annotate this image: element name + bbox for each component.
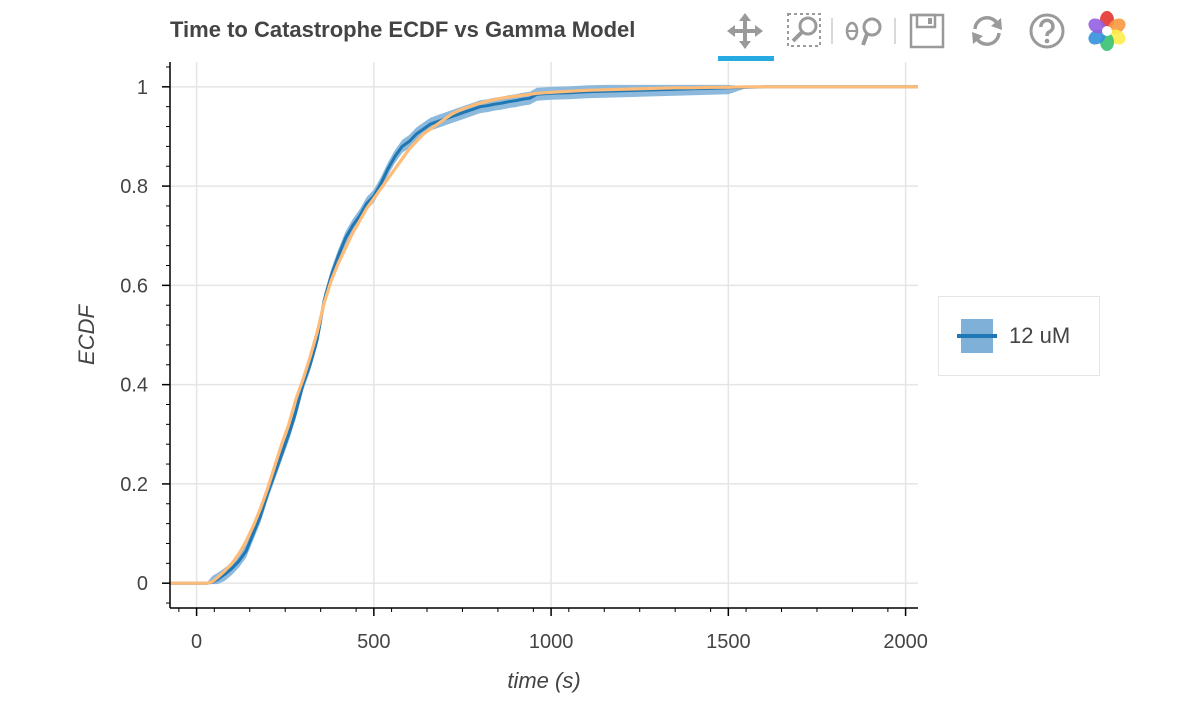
bokeh-logo[interactable] — [1084, 8, 1130, 54]
x-tick-label: 2000 — [883, 631, 928, 653]
plot-area[interactable] — [170, 62, 918, 608]
y-axis-label: ECDF — [74, 303, 99, 364]
help-tool[interactable] — [1024, 8, 1070, 54]
pan-icon — [727, 13, 763, 49]
x-tick-label: 1500 — [706, 631, 751, 653]
wheel-zoom-icon — [845, 17, 882, 46]
save-icon — [909, 13, 945, 49]
legend[interactable]: 12 uM — [938, 296, 1100, 376]
legend-glyph — [957, 319, 997, 353]
x-tick-label: 500 — [357, 631, 390, 653]
x-axis-label: time (s) — [507, 668, 580, 693]
toolbar — [718, 8, 1138, 61]
y-tick-label: 0 — [137, 573, 148, 595]
wheel-zoom-tool[interactable] — [842, 8, 888, 54]
x-tick-label: 1000 — [529, 631, 574, 653]
bokeh-logo-icon — [1088, 11, 1126, 51]
toolbar-separator — [831, 18, 833, 44]
y-tick-label: 0.4 — [120, 375, 148, 397]
save-tool[interactable] — [904, 8, 950, 54]
series-lines — [170, 85, 918, 585]
help-icon — [1029, 13, 1065, 49]
pan-tool-active-indicator — [718, 56, 774, 61]
y-tick-label: 0.6 — [120, 275, 148, 297]
legend-label: 12 uM — [1009, 323, 1071, 348]
chart-title: Time to Catastrophe ECDF vs Gamma Model — [170, 17, 635, 42]
y-ticks: 0 0.2 0.4 0.6 0.8 1 — [120, 66, 170, 604]
x-ticks: 0 500 1000 1500 2000 — [178, 608, 928, 653]
y-tick-label: 1 — [137, 77, 148, 99]
y-tick-label: 0.2 — [120, 474, 148, 496]
x-tick-label: 0 — [191, 631, 202, 653]
reset-icon — [972, 16, 1002, 46]
legend-item[interactable]: 12 uM — [957, 319, 1071, 353]
toolbar-separator — [894, 18, 896, 44]
box-zoom-icon — [787, 13, 821, 47]
box-zoom-tool[interactable] — [782, 8, 828, 54]
y-tick-label: 0.8 — [120, 176, 148, 198]
pan-tool[interactable] — [722, 8, 768, 54]
reset-tool[interactable] — [964, 8, 1010, 54]
gamma-model-line — [170, 85, 918, 585]
